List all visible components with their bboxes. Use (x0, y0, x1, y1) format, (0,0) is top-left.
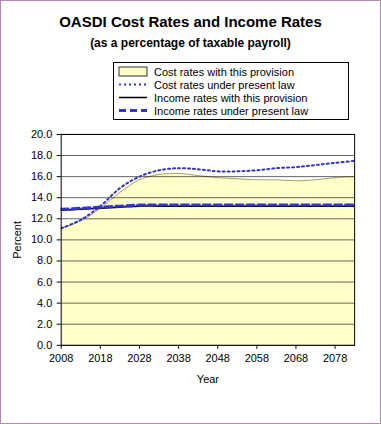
svg-text:Percent: Percent (11, 221, 23, 259)
svg-text:4.0: 4.0 (37, 297, 52, 309)
svg-text:12.0: 12.0 (31, 212, 52, 224)
svg-text:8.0: 8.0 (37, 254, 52, 266)
html-text:Cost rates under present law: Cost rates under present law (154, 78, 295, 91)
html-text:(as a percentage of taxable pa: (as a percentage of taxable payroll) (90, 36, 291, 50)
html-text:Cost rates with this provision: Cost rates with this provision (154, 65, 294, 78)
html-text:Income rates with this provisi: Income rates with this provision (154, 91, 308, 104)
svg-text:10.0: 10.0 (31, 233, 52, 245)
html-text:OASDI Cost Rates and Income Ra: OASDI Cost Rates and Income Rates (59, 13, 322, 30)
svg-text:2.0: 2.0 (37, 318, 52, 330)
svg-text:2028: 2028 (127, 352, 151, 364)
svg-text:0.0: 0.0 (37, 339, 52, 351)
svg-text:2048: 2048 (206, 352, 230, 364)
html-text:Income rates under present law: Income rates under present law (154, 104, 309, 117)
svg-text:2008: 2008 (49, 352, 73, 364)
svg-text:18.0: 18.0 (31, 149, 52, 161)
svg-text:2058: 2058 (245, 352, 269, 364)
svg-text:14.0: 14.0 (31, 191, 52, 203)
svg-text:2038: 2038 (166, 352, 190, 364)
svg-text:20.0: 20.0 (31, 128, 52, 140)
svg-text:2018: 2018 (88, 352, 112, 364)
svg-text:6.0: 6.0 (37, 276, 52, 288)
svg-text:2068: 2068 (284, 352, 308, 364)
svg-text:16.0: 16.0 (31, 170, 52, 182)
svg-text:2078: 2078 (323, 352, 347, 364)
svg-text:Year: Year (197, 373, 219, 385)
